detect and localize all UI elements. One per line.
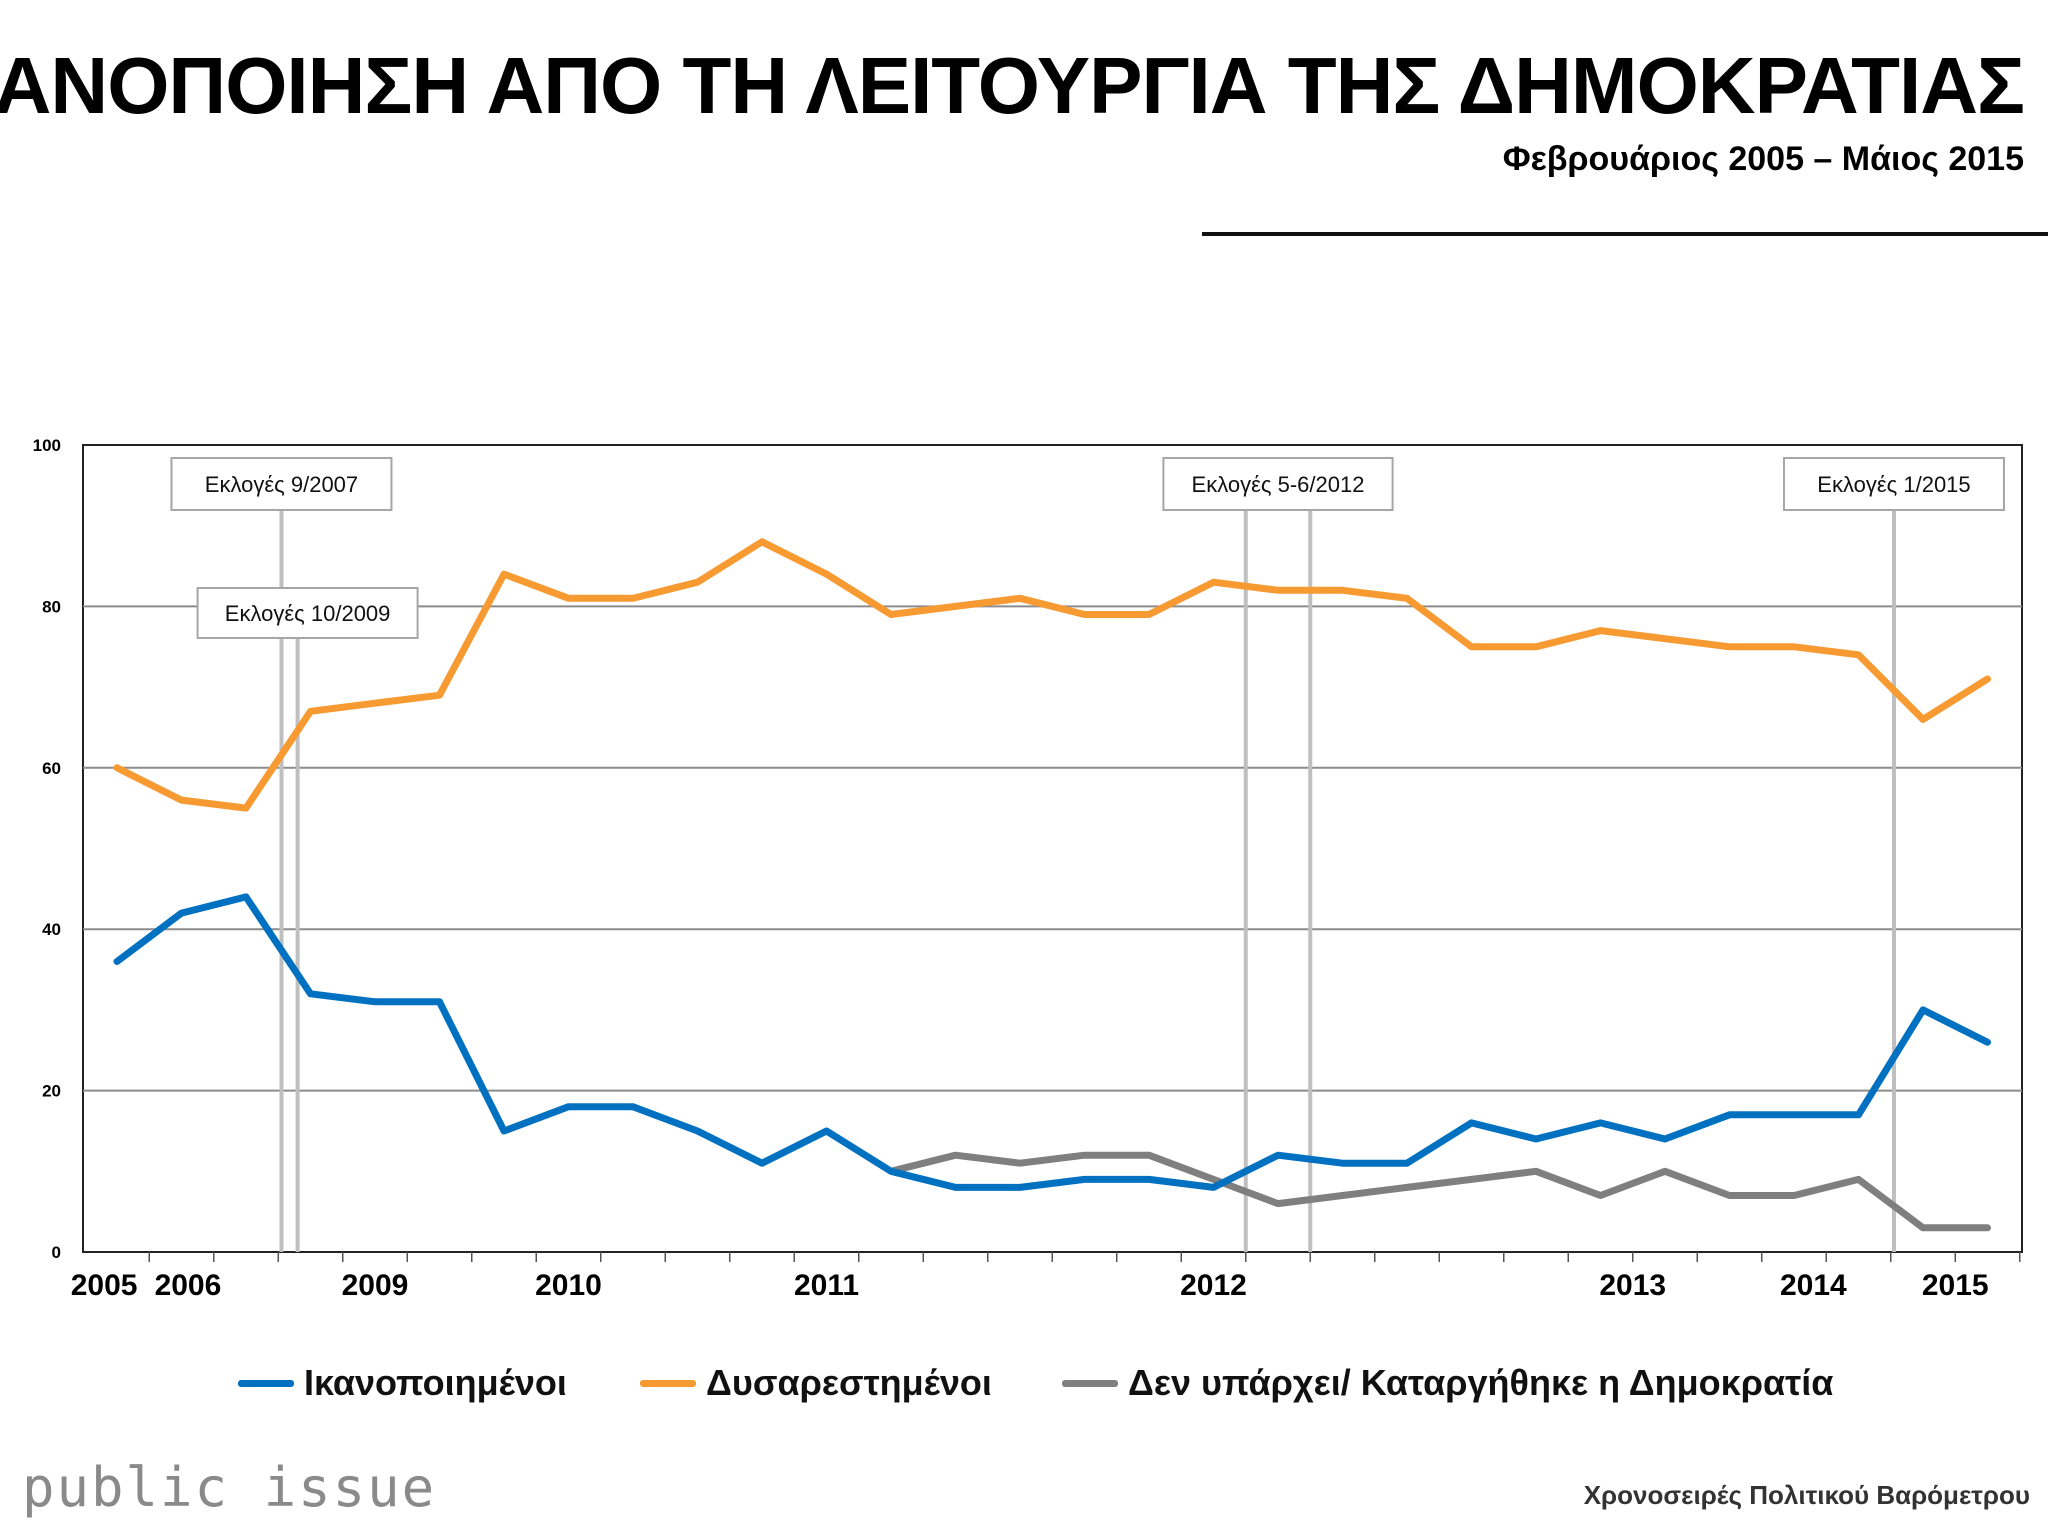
x-year-label: 2012	[1180, 1269, 1247, 1302]
page-subtitle: Φεβρουάριος 2005 – Μάιος 2015	[1502, 140, 2024, 178]
x-year-label: 2013	[1599, 1269, 1666, 1302]
election-label-box	[1782, 457, 2005, 511]
axes: 0 20 40 60 80 100 2005 2006 2009 2010 2011 2012 2013…	[33, 436, 2021, 1302]
gridlines	[82, 444, 2023, 1253]
title-divider	[1202, 232, 2048, 236]
election-label: Εκλογές 9/2007	[205, 472, 358, 497]
y-tick-label: 80	[42, 597, 61, 616]
election-label: Εκλογές 1/2015	[1817, 472, 1970, 497]
legend-label-dissatisfied: Δυσαρεστημένοι	[706, 1362, 992, 1403]
x-year-label: 2015	[1922, 1269, 1989, 1302]
x-year-label: 2009	[342, 1269, 409, 1302]
legend-swatch-dissatisfied	[640, 1379, 696, 1387]
x-year-label: 2010	[535, 1269, 602, 1302]
legend-swatch-no-democracy	[1062, 1379, 1118, 1387]
election-label-box	[1162, 457, 1394, 511]
series-line-dissatisfied	[113, 538, 1991, 812]
x-year-label: 2006	[155, 1269, 222, 1302]
series-lines	[113, 538, 1991, 1232]
x-year-label: 2014	[1780, 1269, 1847, 1302]
y-tick-label: 100	[33, 436, 61, 455]
series-line-satisfied	[113, 893, 1991, 1191]
election-label: Εκλογές 5-6/2012	[1192, 472, 1365, 497]
legend-item-dissatisfied: Δυσαρεστημένοι	[640, 1362, 992, 1404]
y-tick-label: 40	[42, 920, 61, 939]
plot-frame	[82, 444, 2023, 1253]
legend-swatch-satisfied	[238, 1379, 294, 1387]
election-label-box	[196, 587, 419, 639]
legend-item-no-democracy: Δεν υπάρχει/ Καταργήθηκε η Δημοκρατία	[1062, 1362, 1833, 1404]
y-tick-label: 20	[42, 1082, 61, 1101]
election-annotations: Εκλογές 9/2007 Εκλογές 10/2009 Εκλογές 5-6…	[170, 457, 2005, 1252]
election-label-box	[170, 457, 393, 511]
brand-logo: public issue	[22, 1456, 437, 1519]
page-title: ΙΚΑΝΟΠΟΙΗΣΗ ΑΠΟ ΤΗ ΛΕΙΤΟΥΡΓΙΑ ΤΗΣ ΔΗΜΟΚΡ…	[0, 41, 2025, 130]
y-tick-label: 0	[52, 1243, 61, 1262]
legend-item-satisfied: Ικανοποιημένοι	[238, 1362, 567, 1404]
election-label: Εκλογές 10/2009	[225, 601, 391, 626]
y-tick-label: 60	[42, 759, 61, 778]
x-year-label: 2005	[71, 1269, 138, 1302]
footer-note: Χρονοσειρές Πολιτικού Βαρόμετρου	[1583, 1480, 2030, 1510]
legend: Ικανοποιημένοι Δυσαρεστημένοι Δεν υπάρχε…	[0, 1362, 2048, 1412]
x-year-label: 2011	[794, 1269, 859, 1302]
series-line-no-democracy	[887, 1151, 1991, 1232]
legend-label-no-democracy: Δεν υπάρχει/ Καταργήθηκε η Δημοκρατία	[1128, 1362, 1834, 1403]
legend-label-satisfied: Ικανοποιημένοι	[304, 1362, 567, 1403]
